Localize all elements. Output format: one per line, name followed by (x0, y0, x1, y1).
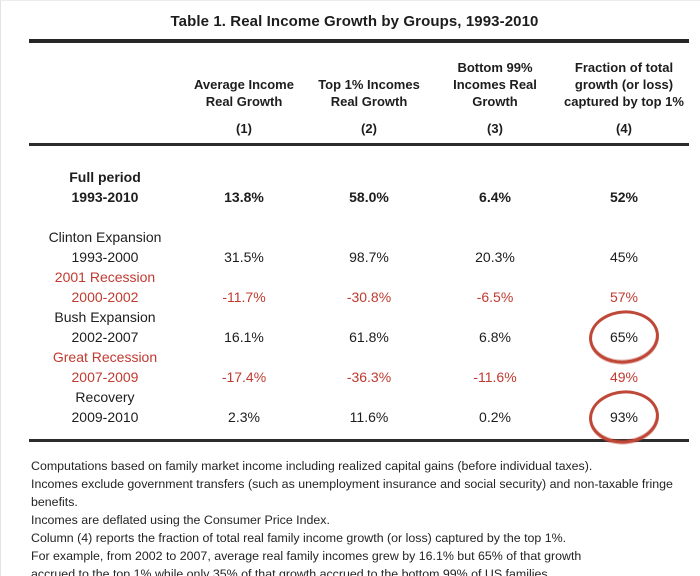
period-name: Bush Expansion (54, 309, 156, 325)
period-years: 1993-2010 (71, 189, 139, 205)
period-years: 2000-2002 (71, 289, 139, 305)
row-label: Clinton Expansion 1993-2000 (29, 227, 181, 267)
value: 31.5% (224, 249, 264, 265)
column-header-fraction: Fraction of total growth (or loss) captu… (564, 60, 684, 109)
footnote-line: Incomes are deflated using the Consumer … (31, 513, 330, 527)
value-cell: 6.8% (431, 327, 559, 347)
table-body: Full period 1993-2010 13.8% 58.0% 6.4% 52% Cli… (29, 146, 689, 439)
value-cell: -17.4% (181, 367, 307, 387)
value-cell: 58.0% (307, 187, 431, 207)
value-cell: 11.6% (307, 407, 431, 427)
value-cell: 20.3% (431, 247, 559, 267)
value: 0.2% (479, 409, 511, 425)
value-cell: 45% (559, 247, 689, 267)
column-header-top1: Top 1% Incomes Real Growth (318, 77, 420, 109)
footnote-line: For example, from 2002 to 2007, average … (31, 549, 582, 563)
footnote-line: Computations based on family market inco… (31, 459, 593, 473)
row-label: Full period 1993-2010 (29, 167, 181, 207)
value-cell: 13.8% (181, 187, 307, 207)
value-cell: -6.5% (431, 287, 559, 307)
value-cell: 31.5% (181, 247, 307, 267)
table-header-row: Average Income Real Growth Top 1% Income… (29, 43, 689, 110)
value-cell: 65% (559, 327, 689, 347)
value-cell: 57% (559, 287, 689, 307)
value-cell: 6.4% (431, 187, 559, 207)
period-years: 2007-2009 (71, 369, 139, 385)
value-cell: 98.7% (307, 247, 431, 267)
value-cell: 16.1% (181, 327, 307, 347)
table-row: 2001 Recession 2000-2002 -11.7% -30.8% -6.5%… (29, 267, 689, 307)
value: 61.8% (349, 329, 389, 345)
footnote-line: Incomes exclude government transfers (su… (31, 477, 673, 509)
column-header-bottom99: Bottom 99% Incomes Real Growth (453, 60, 537, 109)
number-spacer (29, 121, 181, 136)
value: 45% (609, 249, 639, 265)
table-row: Full period 1993-2010 13.8% 58.0% 6.4% 52% (29, 167, 689, 207)
value-cell: -36.3% (307, 367, 431, 387)
period-years: 1993-2000 (71, 249, 139, 265)
value: 2.3% (228, 409, 260, 425)
column-number-row: (1) (2) (3) (4) (29, 121, 689, 143)
value: 16.1% (224, 329, 264, 345)
value: 52% (609, 189, 639, 205)
circled-value: 65% (609, 329, 639, 345)
table-row: Great Recession 2007-2009 -17.4% -36.3% -11.… (29, 347, 689, 387)
table-bottom-rule (29, 439, 689, 442)
value: -36.3% (346, 369, 392, 385)
row-label: Great Recession 2007-2009 (29, 347, 181, 387)
table-row: Clinton Expansion 1993-2000 31.5% 98.7% 20.3… (29, 227, 689, 267)
value: 6.4% (479, 189, 511, 205)
value: 11.6% (349, 409, 389, 425)
value-cell: 0.2% (431, 407, 559, 427)
value: 13.8% (224, 189, 264, 205)
period-years: 2009-2010 (71, 409, 139, 425)
column-number-3: (3) (487, 121, 503, 136)
value: 20.3% (475, 249, 515, 265)
value-cell: 61.8% (307, 327, 431, 347)
value: 58.0% (349, 189, 389, 205)
column-number-2: (2) (361, 121, 377, 136)
period-name: Clinton Expansion (48, 229, 162, 245)
value-cell: 49% (559, 367, 689, 387)
value: -11.7% (222, 289, 266, 305)
value: -30.8% (346, 289, 392, 305)
value: 57% (609, 289, 639, 305)
period-years: 2002-2007 (71, 329, 139, 345)
value: -11.6% (473, 369, 517, 385)
value: -6.5% (476, 289, 514, 305)
period-name: Full period (69, 169, 141, 185)
value-cell: -30.8% (307, 287, 431, 307)
value-cell: 52% (559, 187, 689, 207)
column-number-4: (4) (616, 121, 632, 136)
period-name: Great Recession (52, 349, 158, 365)
value: 98.7% (349, 249, 389, 265)
table-top-rule (29, 39, 689, 43)
column-number-1: (1) (236, 121, 252, 136)
period-name: Recovery (75, 389, 135, 405)
table-title: Table 1. Real Income Growth by Groups, 1… (170, 13, 539, 30)
footnote-line: accrued to the top 1% while only 35% of … (31, 567, 552, 576)
value-cell: 93% (559, 407, 689, 427)
income-growth-table: Average Income Real Growth Top 1% Income… (29, 39, 689, 442)
footnotes: Computations based on family market inco… (31, 457, 690, 576)
value-cell: -11.7% (181, 287, 307, 307)
column-header-average-income: Average Income Real Growth (194, 77, 294, 109)
value: 6.8% (479, 329, 511, 345)
table-row: Recovery 2009-2010 2.3% 11.6% 0.2% 93% (29, 387, 689, 427)
row-label: 2001 Recession 2000-2002 (29, 267, 181, 307)
period-name: 2001 Recession (54, 269, 156, 285)
row-label: Recovery 2009-2010 (29, 387, 181, 427)
circled-value: 93% (609, 409, 639, 425)
value: 49% (609, 369, 639, 385)
row-label: Bush Expansion 2002-2007 (29, 307, 181, 347)
value: -17.4% (221, 369, 267, 385)
header-bottom-rule (29, 143, 689, 146)
value-cell: 2.3% (181, 407, 307, 427)
footnote-line: Column (4) reports the fraction of total… (31, 531, 567, 545)
value-cell: -11.6% (431, 367, 559, 387)
table-row: Bush Expansion 2002-2007 16.1% 61.8% 6.8% 65% (29, 307, 689, 347)
